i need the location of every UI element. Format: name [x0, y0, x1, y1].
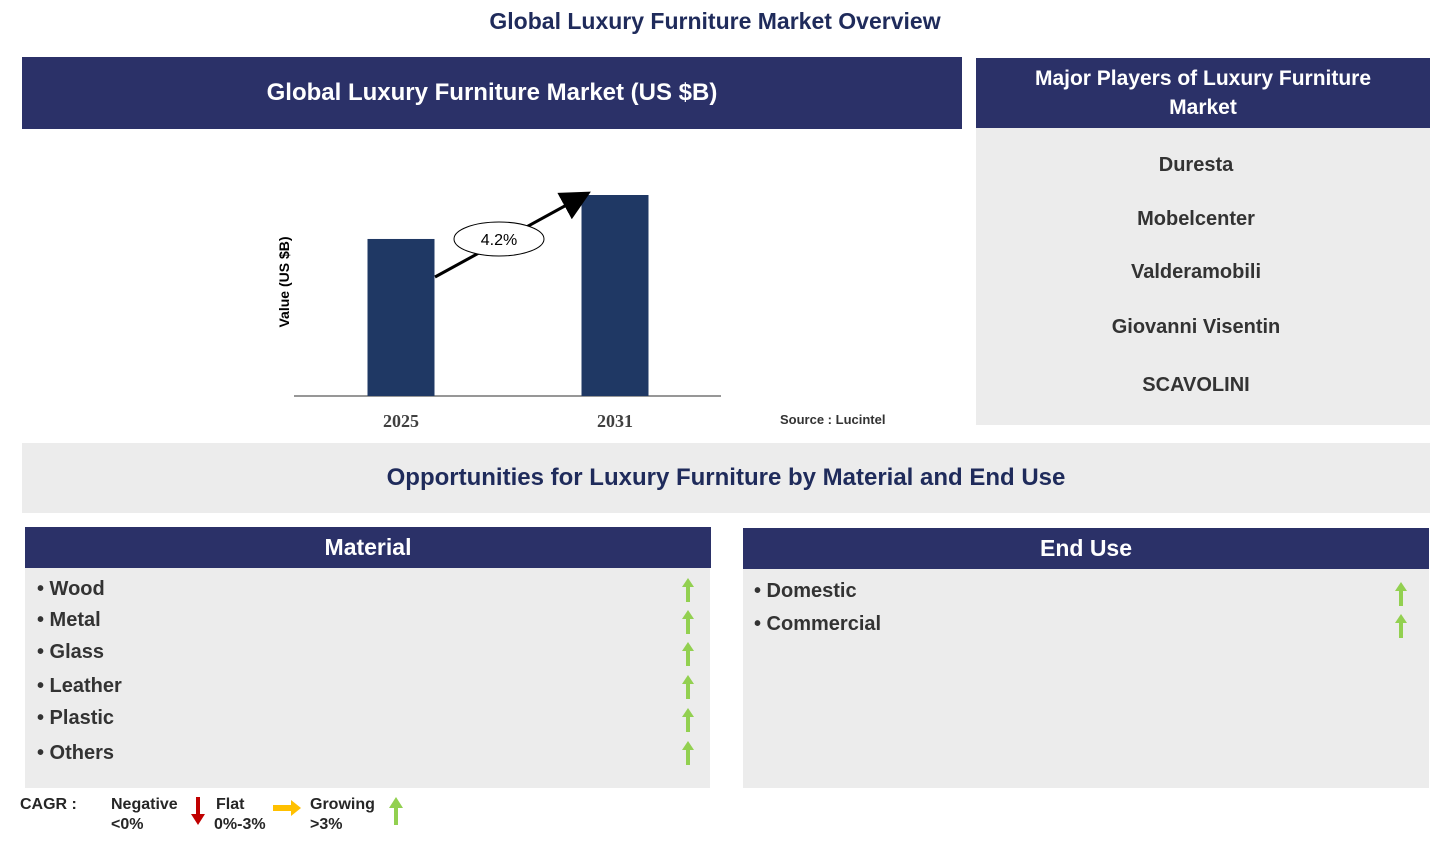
growing-arrow-icon — [682, 741, 694, 765]
market-bar-chart: Value (US $B) 2025 2031 4.2% — [276, 191, 721, 431]
player-name: Valderamobili — [1130, 261, 1262, 283]
players-list: Duresta Mobelcenter Valderamobili Giovan… — [976, 128, 1430, 425]
end-use-item: • Commercial — [754, 613, 882, 635]
market-panel-title: Global Luxury Furniture Market (US $B) — [22, 57, 962, 129]
material-item: • Others — [37, 742, 115, 764]
growing-arrow-icon — [1395, 614, 1407, 638]
players-panel-title: Major Players of Luxury Furniture Market — [976, 58, 1430, 128]
bar-2031 — [581, 195, 649, 396]
growing-arrow-icon — [1395, 582, 1407, 606]
end-use-item: • Domestic — [754, 580, 857, 602]
y-axis-label: Value (US $B) — [276, 236, 292, 327]
growing-arrow-icon — [682, 708, 694, 732]
material-item: • Metal — [37, 609, 101, 631]
legend-flat-range: 0%-3% — [214, 816, 266, 833]
cagr-bubble — [453, 221, 545, 257]
flat-arrow-icon — [273, 800, 301, 816]
legend-growing-label: Growing — [310, 796, 375, 813]
legend-cagr-label: CAGR : — [20, 796, 77, 813]
chart-source: Source : Lucintel — [780, 412, 886, 427]
growing-arrow-icon — [682, 675, 694, 699]
material-list: • Wood • Metal • Glass • Leather • Plast… — [25, 568, 710, 788]
legend-negative-range: <0% — [111, 816, 144, 833]
growing-arrow-icon — [682, 578, 694, 602]
player-name: Mobelcenter — [1137, 208, 1255, 230]
legend-growing-range: >3% — [310, 816, 343, 833]
bar-2025 — [367, 238, 435, 396]
page-title: Global Luxury Furniture Market Overview — [489, 8, 941, 34]
growing-arrow-icon — [682, 642, 694, 666]
material-panel-title: Material — [25, 527, 711, 568]
opportunities-title: Opportunities for Luxury Furniture by Ma… — [22, 443, 1430, 513]
legend-negative-label: Negative — [111, 796, 178, 813]
end-use-panel-title: End Use — [743, 528, 1429, 569]
cagr-value: 4.2% — [481, 232, 517, 249]
x-tick-label: 2031 — [597, 411, 633, 431]
player-name: Giovanni Visentin — [1111, 316, 1281, 338]
legend-flat-label: Flat — [216, 796, 245, 813]
material-item: • Plastic — [37, 707, 115, 729]
end-use-list: • Domestic • Commercial — [743, 569, 1429, 788]
x-tick-label: 2025 — [383, 411, 419, 431]
material-item: • Wood — [37, 578, 105, 600]
material-item: • Glass — [37, 641, 105, 663]
player-name: Duresta — [1158, 154, 1234, 176]
negative-arrow-icon — [191, 797, 205, 825]
material-item: • Leather — [37, 675, 122, 697]
player-name: SCAVOLINI — [1142, 374, 1250, 396]
growing-arrow-icon — [389, 797, 403, 825]
growing-arrow-icon — [682, 610, 694, 634]
